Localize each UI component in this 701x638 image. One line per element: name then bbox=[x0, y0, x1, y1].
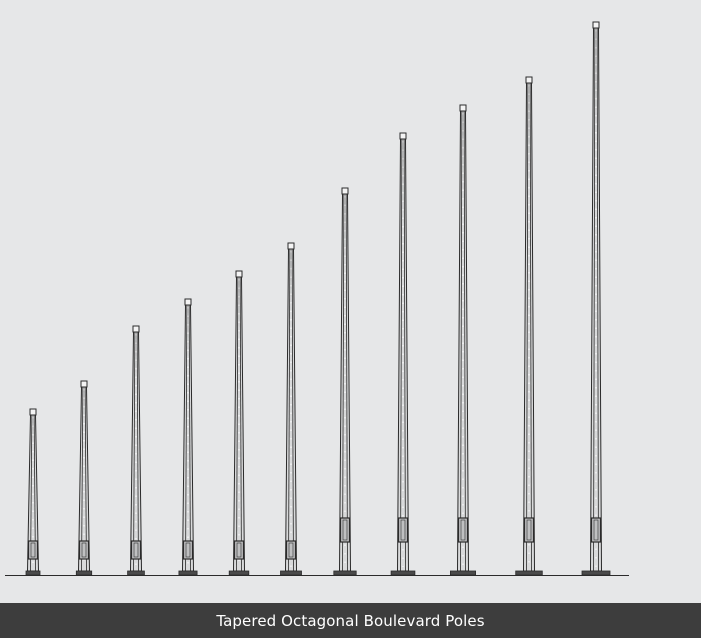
pole-access-door-inner bbox=[236, 542, 242, 558]
pole-facet-line bbox=[188, 304, 191, 572]
pole-top-cap bbox=[235, 270, 243, 278]
pole-access-door-inner bbox=[288, 542, 294, 558]
pole-access-door bbox=[182, 540, 194, 560]
pole-facet-line bbox=[291, 248, 294, 572]
pole-access-door-inner bbox=[133, 542, 139, 558]
pole-base-plate bbox=[449, 570, 476, 576]
pole-top-cap bbox=[592, 21, 600, 29]
pole-top-cap bbox=[80, 380, 88, 388]
drawing-area bbox=[5, 21, 629, 576]
pole-facet-line bbox=[133, 331, 136, 572]
pole-facet-line bbox=[400, 138, 403, 572]
pole-facet-line bbox=[460, 110, 463, 572]
pole-access-door bbox=[27, 540, 39, 560]
pole-access-door-inner bbox=[460, 519, 466, 541]
pole-facet-line bbox=[236, 276, 239, 572]
pole-shaft bbox=[181, 304, 195, 572]
pole-base-plate bbox=[515, 570, 543, 576]
pole bbox=[127, 325, 145, 576]
pole-facet-line bbox=[345, 193, 348, 572]
pole-base-plate bbox=[178, 570, 198, 576]
pole-top-cap bbox=[341, 187, 349, 195]
pole-access-door-inner bbox=[593, 519, 599, 541]
pole bbox=[228, 270, 250, 576]
pole-shaft bbox=[338, 193, 352, 572]
pole-access-door-inner bbox=[30, 542, 36, 558]
pole-base-plate bbox=[127, 570, 145, 576]
pole-facet-line bbox=[239, 276, 242, 572]
pole-facet-line bbox=[81, 386, 84, 572]
pole-facet-line bbox=[342, 193, 345, 572]
pole-facet-line bbox=[288, 248, 291, 572]
pole bbox=[25, 408, 41, 576]
pole bbox=[280, 242, 302, 576]
caption-text: Tapered Octagonal Boulevard Poles bbox=[216, 611, 485, 630]
pole-top-cap bbox=[184, 298, 192, 306]
pole-access-door bbox=[130, 540, 142, 560]
pole-top-cap bbox=[132, 325, 140, 333]
pole-facet-line bbox=[526, 82, 529, 572]
pole-access-door-inner bbox=[342, 519, 348, 541]
pole-facet-line bbox=[403, 138, 406, 572]
pole-access-door bbox=[590, 517, 602, 543]
pole-access-door-inner bbox=[185, 542, 191, 558]
pole-shaft bbox=[284, 248, 298, 572]
pole-facet-line bbox=[596, 27, 599, 572]
pole-shaft bbox=[456, 110, 470, 572]
pole-access-door bbox=[339, 517, 351, 543]
pole-top-cap bbox=[29, 408, 37, 416]
pole-base-plate bbox=[581, 570, 611, 576]
pole-access-door bbox=[457, 517, 469, 543]
pole-base-plate bbox=[75, 570, 93, 576]
pole-base-plate bbox=[25, 570, 41, 576]
pole-access-door bbox=[397, 517, 409, 543]
pole bbox=[390, 132, 416, 576]
pole bbox=[178, 298, 198, 576]
pole-facet-line bbox=[84, 386, 87, 572]
pole-top-cap bbox=[287, 242, 295, 250]
pole bbox=[581, 21, 611, 576]
pole-access-door-inner bbox=[81, 542, 87, 558]
caption-bar: Tapered Octagonal Boulevard Poles bbox=[0, 603, 701, 638]
pole-top-cap bbox=[525, 76, 533, 84]
pole-access-door bbox=[523, 517, 535, 543]
pole-facet-line bbox=[593, 27, 596, 572]
pole bbox=[449, 104, 476, 576]
pole-facet-line bbox=[185, 304, 188, 572]
pole-access-door-inner bbox=[400, 519, 406, 541]
pole-top-cap bbox=[399, 132, 407, 140]
pole-access-door bbox=[285, 540, 297, 560]
pole-access-door bbox=[78, 540, 90, 560]
pole-base-plate bbox=[390, 570, 416, 576]
pole bbox=[75, 380, 93, 576]
poles-group bbox=[25, 21, 611, 576]
pole-access-door-inner bbox=[526, 519, 532, 541]
pole-shaft bbox=[522, 82, 536, 572]
pole-elevation-drawing bbox=[5, 21, 629, 576]
pole-facet-line bbox=[463, 110, 466, 572]
pole-base-plate bbox=[333, 570, 357, 576]
pole bbox=[333, 187, 357, 576]
pole-access-door bbox=[233, 540, 245, 560]
pole-base-plate bbox=[228, 570, 250, 576]
pole bbox=[515, 76, 543, 576]
pole-base-plate bbox=[280, 570, 302, 576]
pole-facet-line bbox=[136, 331, 139, 572]
pole-top-cap bbox=[459, 104, 467, 112]
pole-shaft bbox=[129, 331, 143, 572]
pole-facet-line bbox=[529, 82, 532, 572]
